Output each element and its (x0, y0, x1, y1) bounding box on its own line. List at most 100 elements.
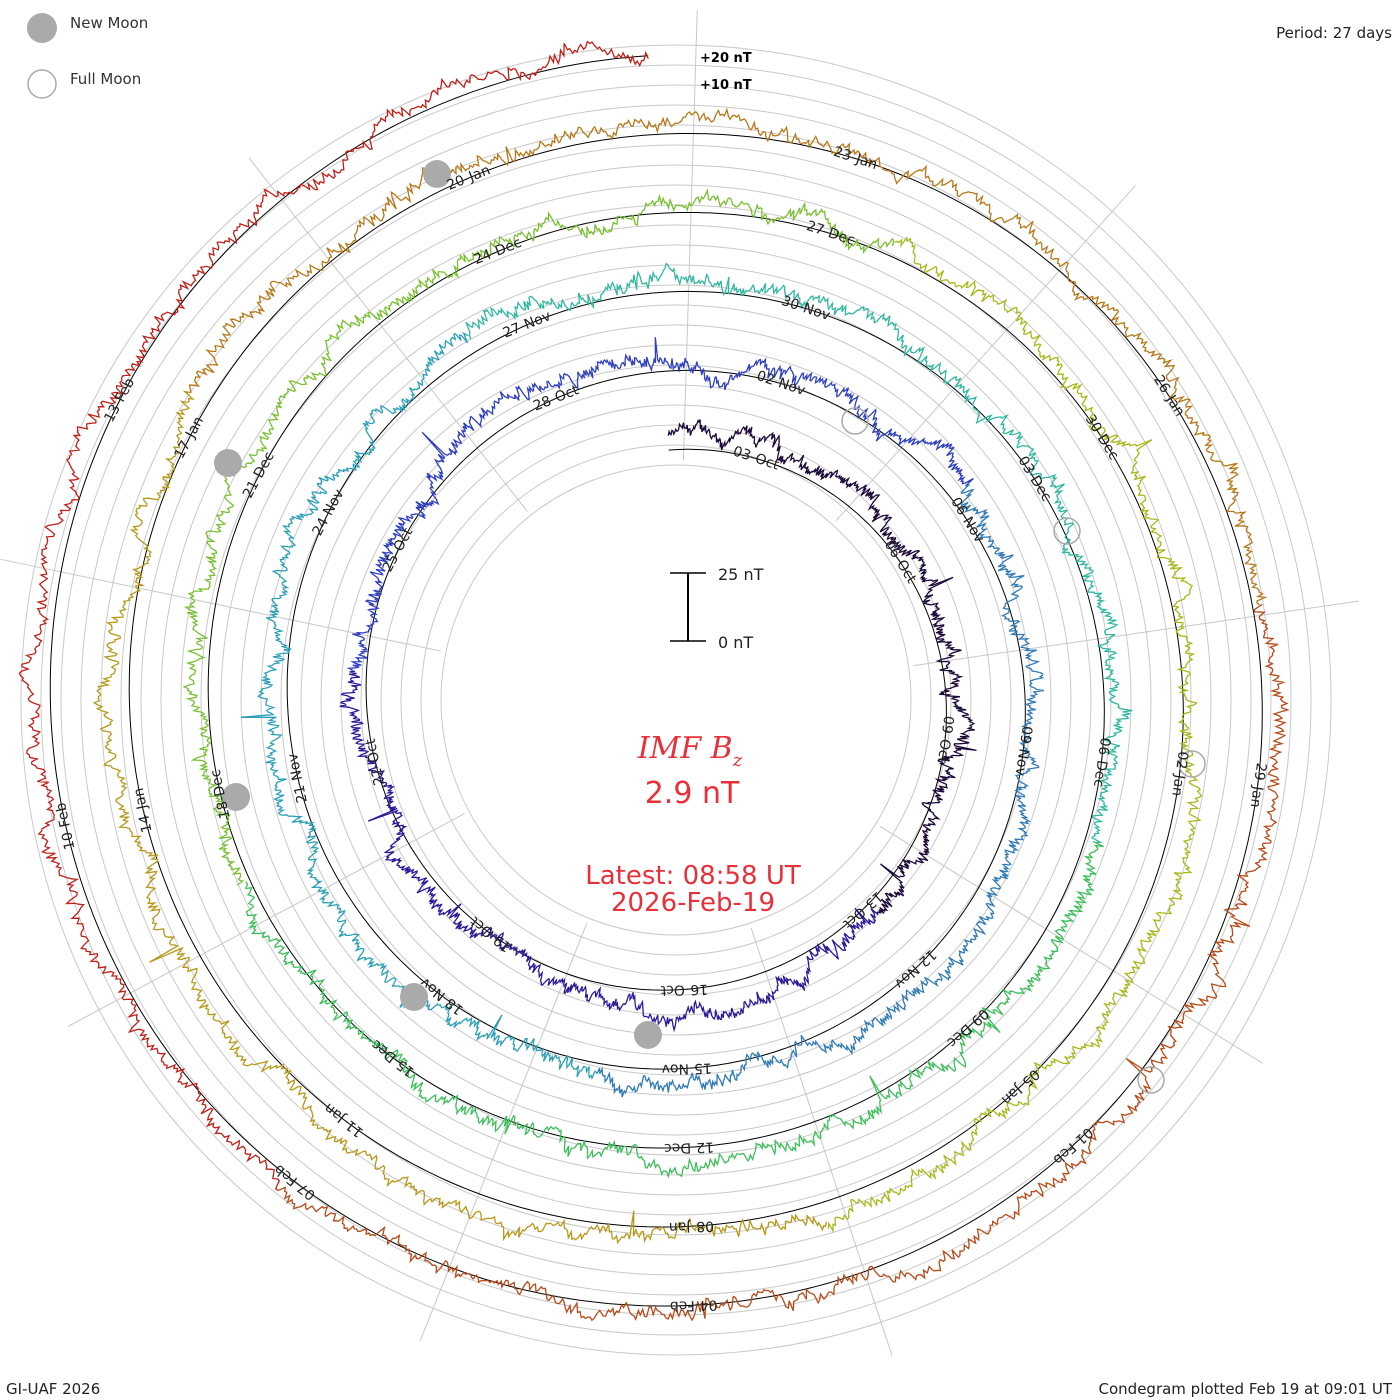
grid-ring (260, 284, 1092, 1116)
grid-ring (220, 244, 1132, 1156)
date-label: 29-Jan (1247, 762, 1269, 809)
full-moon-marker (841, 407, 869, 435)
grid-ring (200, 224, 1152, 1176)
trace-segment (188, 107, 1268, 606)
date-label: 10-Feb (53, 801, 78, 851)
spoke-line (67, 813, 465, 1027)
date-label: 03-Dec (1014, 453, 1054, 504)
new-moon-marker (634, 1021, 662, 1049)
grid-rings (20, 44, 1332, 1356)
spoke-line (682, 10, 698, 461)
data-traces (18, 40, 1290, 1322)
scale-top-label: 25 nT (718, 565, 764, 584)
trace-segment (244, 840, 1104, 1179)
date-label: 21-Nov (285, 752, 311, 804)
latest-time: Latest: 08:58 UT (585, 861, 801, 891)
grid-ring (60, 84, 1292, 1316)
date-label: 13-Feb (101, 375, 138, 425)
date-label: 17-Jan (172, 414, 208, 461)
grid-ring (280, 304, 1072, 1096)
grid-ring (40, 64, 1312, 1336)
full-moon-marker (1137, 1066, 1165, 1094)
center-value: 2.9 nT (645, 776, 740, 811)
ring-label-10nt: +10 nT (700, 78, 752, 93)
grid-ring (320, 344, 1032, 1056)
date-label: 12-Nov (891, 946, 939, 991)
grid-ring (240, 264, 1112, 1136)
spoke-line (835, 185, 1136, 522)
grid-ring (420, 444, 932, 956)
spoke-line (248, 157, 528, 512)
full-moon-icon (27, 69, 57, 99)
date-label: 24-Dec (472, 235, 524, 268)
moon-markers (214, 160, 1206, 1094)
trace-segment (92, 390, 827, 1245)
spoke-line (419, 922, 588, 1341)
trace-segment (182, 188, 895, 886)
date-label: 20-Jan (445, 162, 493, 194)
date-label: 04-Feb (670, 1296, 718, 1313)
date-label: 12-Dec (664, 1139, 714, 1156)
date-label: 09-Nov (1012, 725, 1035, 777)
new-moon-marker (214, 449, 242, 477)
plotted-label: Condegram plotted Feb 19 at 09:01 UT (1099, 1380, 1393, 1398)
grid-ring (120, 144, 1232, 1256)
date-label: 23-Jan (831, 144, 879, 173)
scale-bottom-label: 0 nT (718, 633, 753, 652)
credit-label: GI-UAF 2026 (6, 1380, 100, 1398)
grid-ring (400, 424, 952, 976)
new-moon-label: New Moon (70, 14, 148, 32)
zero-baseline-spiral (49, 55, 1263, 1307)
spoke-line (879, 825, 1263, 1064)
trace-segment (827, 236, 1203, 1234)
full-moon-marker (1053, 517, 1081, 545)
latest-date: 2026-Feb-19 (611, 888, 775, 918)
new-moon-marker (222, 783, 250, 811)
center-title: IMF Bz (637, 731, 743, 771)
period-label: Period: 27 days (1276, 24, 1392, 42)
scale-bar: 25 nT 0 nT (670, 565, 764, 652)
grid-ring (360, 384, 992, 1016)
grid-ring (100, 124, 1252, 1276)
date-label: 16-Oct (660, 981, 708, 998)
center-title-sub: z (732, 750, 743, 771)
grid-ring (80, 104, 1272, 1296)
date-label: 21-Dec (240, 449, 278, 501)
grid-ring (20, 44, 1332, 1356)
full-moon-label: Full Moon (70, 70, 141, 88)
trace-segment (596, 483, 1045, 1098)
trace-segment (18, 40, 649, 1191)
trace-segment (667, 418, 977, 915)
grid-ring (160, 184, 1192, 1216)
date-label: 02-Jan (1168, 750, 1190, 797)
new-moon-marker (400, 983, 428, 1011)
center-title-main: IMF B (637, 731, 733, 766)
grid-ring (180, 204, 1172, 1196)
date-label: 08-Jan (669, 1218, 715, 1235)
date-label: 14-Jan (131, 786, 156, 834)
trace-segment (465, 262, 1133, 844)
spoke-line (750, 927, 893, 1356)
grid-ring (440, 464, 912, 936)
trace-segment (339, 670, 879, 1033)
trace-segment (276, 603, 1290, 1322)
new-moon-icon (27, 13, 57, 43)
grid-ring (300, 324, 1052, 1076)
new-moon-marker (423, 160, 451, 188)
date-label: 15-Nov (661, 1060, 712, 1077)
date-label: 09-Oct (934, 715, 957, 765)
ring-label-20nt: +20 nT (700, 51, 752, 66)
spoke-line (0, 558, 442, 652)
spoke-line (913, 600, 1359, 667)
date-label: 03-Oct (731, 443, 782, 473)
trace-segment (240, 331, 598, 1080)
date-label: 26-Jan (1150, 372, 1187, 419)
date-label: 19-Oct (467, 913, 515, 955)
zero-rings (49, 55, 1263, 1307)
date-label: 15-Dec (368, 1036, 417, 1080)
trace-segment (346, 337, 974, 672)
full-moon-marker (1178, 750, 1206, 778)
date-label: 11-Jan (321, 1100, 366, 1141)
date-label: 06-Dec (1090, 736, 1113, 788)
